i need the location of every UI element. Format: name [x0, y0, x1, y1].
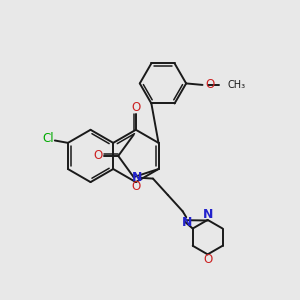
Text: Cl: Cl	[42, 132, 54, 145]
Text: CH₃: CH₃	[227, 80, 245, 90]
Text: O: O	[203, 253, 212, 266]
Text: N: N	[202, 208, 213, 221]
Text: O: O	[94, 149, 103, 162]
Text: N: N	[182, 216, 192, 229]
Text: O: O	[131, 101, 140, 114]
Text: O: O	[205, 78, 214, 91]
Text: N: N	[132, 171, 143, 184]
Text: O: O	[131, 180, 140, 193]
